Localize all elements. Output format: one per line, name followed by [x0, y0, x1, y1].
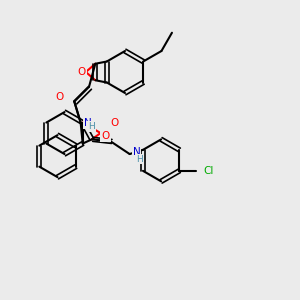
Text: O: O: [78, 67, 86, 77]
Text: Cl: Cl: [203, 166, 214, 176]
Text: O: O: [111, 118, 119, 128]
Text: O: O: [101, 131, 110, 141]
Text: N: N: [133, 147, 140, 157]
Text: N: N: [84, 118, 92, 128]
Text: H: H: [88, 122, 95, 131]
Text: H: H: [136, 154, 143, 164]
Text: O: O: [56, 92, 64, 102]
